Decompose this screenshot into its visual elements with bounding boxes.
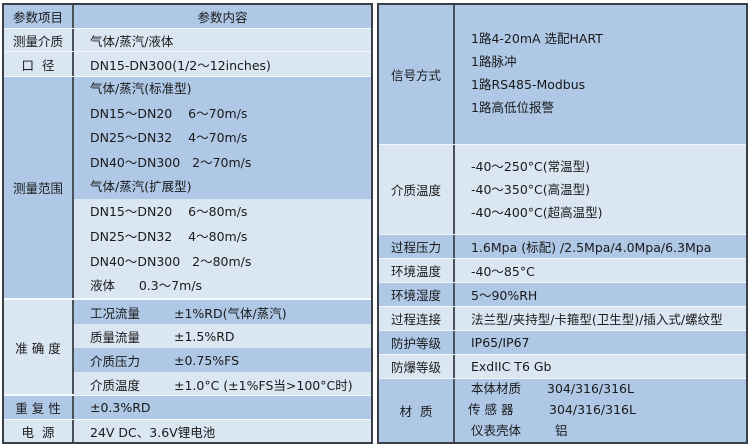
accuracy-item: 介质温度 ±1.0°C (±1%FS当>100°C时) xyxy=(74,372,371,396)
temp-line: -40～250°C(常温型) xyxy=(471,159,591,174)
range-line: DN25～DN32 4～80m/s xyxy=(90,229,248,244)
label-signal: 信号方式 xyxy=(379,5,455,144)
range-line: 液体 0.3～7m/s xyxy=(90,278,203,293)
item-value: 304/316/316L xyxy=(547,381,634,396)
label-explosion: 防爆等级 xyxy=(379,355,455,378)
row-medium-temp: 介质温度 -40～250°C(常温型) -40～350°C(高温型) -40～4… xyxy=(379,145,746,235)
value-power: 24V DC、3.6V锂电池 xyxy=(90,424,216,440)
value-range: 气体/蒸汽(标准型) DN15～DN20 6～70m/s DN25～DN32 4… xyxy=(74,77,371,298)
value-protection: IP65/IP67 xyxy=(471,335,530,350)
header-content: 参数内容 xyxy=(197,10,248,25)
item-value: ±1.5%RD xyxy=(174,328,235,344)
material-item: 传 感 器 304/316/316L xyxy=(468,398,743,422)
value-connection: 法兰型/夹持型/卡箍型(卫生型)/插入式/螺纹型 xyxy=(471,312,723,327)
value-ambient-temp: -40～85°C xyxy=(471,264,535,279)
value-material: 本体材质 304/316/316L 传 感 器 304/316/316L 仪表壳体 铝 xyxy=(455,379,746,442)
row-connection: 过程连接 法兰型/夹持型/卡箍型(卫生型)/插入式/螺纹型 xyxy=(379,307,746,331)
header-label: 参数项目 xyxy=(4,5,74,28)
range-line: DN40～DN300 2～80m/s xyxy=(90,253,252,269)
range-line: 气体/蒸汽(标准型) xyxy=(90,81,192,96)
accuracy-item: 介质压力 ±0.75%FS xyxy=(74,348,371,372)
value-medium: 气体/蒸汽/液体 xyxy=(90,33,174,49)
item-name: 工况流量 xyxy=(90,305,141,321)
row-material: 材 质 本体材质 304/316/316L 传 感 器 304/316/316L 仪… xyxy=(379,379,746,442)
item-name: 仪表壳体 xyxy=(471,423,522,438)
row-explosion: 防爆等级 ExdIIC T6 Gb xyxy=(379,355,746,379)
material-item: 仪表壳体 铝 xyxy=(471,419,746,443)
item-name: 本体材质 xyxy=(471,381,522,396)
row-diameter: 口 径 DN15-DN300(1/2～12inches) xyxy=(4,52,371,77)
item-name: 传 感 器 xyxy=(468,402,514,417)
item-value: 304/316/316L xyxy=(549,402,636,417)
label-ambient-humidity: 环境湿度 xyxy=(379,283,455,306)
row-medium: 测量介质 气体/蒸汽/液体 xyxy=(4,29,371,52)
item-name: 介质压力 xyxy=(90,353,141,369)
item-name: 介质温度 xyxy=(90,377,141,393)
range-line: DN15～DN20 6～80m/s xyxy=(90,204,248,219)
row-accuracy: 准 确 度 工况流量 ±1%RD(气体/蒸汽) 质量流量 ±1.5%RD 介质压力 ±… xyxy=(4,299,371,396)
spec-table-left: 参数项目 参数内容 测量介质 气体/蒸汽/液体 口 径 DN15-DN300(1… xyxy=(2,3,373,444)
label-medium-temp: 介质温度 xyxy=(379,145,455,234)
row-repeatability: 重 复 性 ±0.3%RD xyxy=(4,395,371,420)
material-item: 本体材质 304/316/316L xyxy=(471,377,746,401)
row-protection: 防护等级 IP65/IP67 xyxy=(379,331,746,355)
accuracy-item: 工况流量 ±1%RD(气体/蒸汽) xyxy=(74,300,371,324)
value-ambient-humidity: 5～90%RH xyxy=(471,288,538,303)
label-accuracy: 准 确 度 xyxy=(4,300,74,394)
value-diameter: DN15-DN300(1/2～12inches) xyxy=(90,57,271,73)
value-medium-temp: -40～250°C(常温型) -40～350°C(高温型) -40～400°C(… xyxy=(455,145,746,234)
label-diameter: 口 径 xyxy=(4,52,74,76)
item-value: 铝 xyxy=(555,423,568,438)
spec-table-right: 信号方式 1路4-20mA 选配HART 1路脉冲 1路RS485-Modbus… xyxy=(377,3,748,444)
range-line: DN40～DN300 2～70m/s xyxy=(90,154,252,170)
range-line: DN25～DN32 4～70m/s xyxy=(90,130,248,145)
row-range: 测量范围 气体/蒸汽(标准型) DN15～DN20 6～70m/s DN25～D… xyxy=(4,77,371,299)
accuracy-item: 质量流量 ±1.5%RD xyxy=(74,324,371,348)
range-line: 气体/蒸汽(扩展型) xyxy=(90,179,192,194)
signal-line: 1路高低位报警 xyxy=(471,100,554,115)
header-row: 参数项目 参数内容 xyxy=(4,5,371,29)
label-ambient-temp: 环境温度 xyxy=(379,259,455,282)
signal-line: 1路脉冲 xyxy=(471,54,517,69)
label-protection: 防护等级 xyxy=(379,331,455,354)
value-process-pressure: 1.6Mpa (标配) /2.5Mpa/4.0Mpa/6.3Mpa xyxy=(471,240,712,255)
label-connection: 过程连接 xyxy=(379,307,455,330)
label-process-pressure: 过程压力 xyxy=(379,235,455,258)
signal-line: 1路RS485-Modbus xyxy=(471,77,586,92)
range-line: DN15～DN20 6～70m/s xyxy=(90,105,248,121)
temp-line: -40～400°C(超高温型) xyxy=(471,205,603,220)
value-explosion: ExdIIC T6 Gb xyxy=(471,359,552,374)
item-value: ±1%RD(气体/蒸汽) xyxy=(174,305,287,321)
row-ambient-humidity: 环境湿度 5～90%RH xyxy=(379,283,746,307)
label-repeatability: 重 复 性 xyxy=(4,396,74,419)
value-accuracy: 工况流量 ±1%RD(气体/蒸汽) 质量流量 ±1.5%RD 介质压力 ±0.75%F… xyxy=(74,300,371,396)
item-name: 质量流量 xyxy=(90,329,141,345)
row-signal: 信号方式 1路4-20mA 选配HART 1路脉冲 1路RS485-Modbus… xyxy=(379,5,746,145)
row-process-pressure: 过程压力 1.6Mpa (标配) /2.5Mpa/4.0Mpa/6.3Mpa xyxy=(379,235,746,259)
value-repeatability: ±0.3%RD xyxy=(90,400,151,415)
label-range: 测量范围 xyxy=(4,77,74,298)
label-medium: 测量介质 xyxy=(4,29,74,51)
item-value: ±1.0°C (±1%FS当>100°C时) xyxy=(174,377,353,393)
label-material: 材 质 xyxy=(379,379,455,442)
temp-line: -40～350°C(高温型) xyxy=(471,182,591,197)
label-power: 电 源 xyxy=(4,420,74,442)
row-ambient-temp: 环境温度 -40～85°C xyxy=(379,259,746,283)
row-power: 电 源 24V DC、3.6V锂电池 xyxy=(4,420,371,442)
value-signal: 1路4-20mA 选配HART 1路脉冲 1路RS485-Modbus 1路高低… xyxy=(455,5,746,144)
signal-line: 1路4-20mA 选配HART xyxy=(471,31,603,46)
item-value: ±0.75%FS xyxy=(174,352,240,368)
